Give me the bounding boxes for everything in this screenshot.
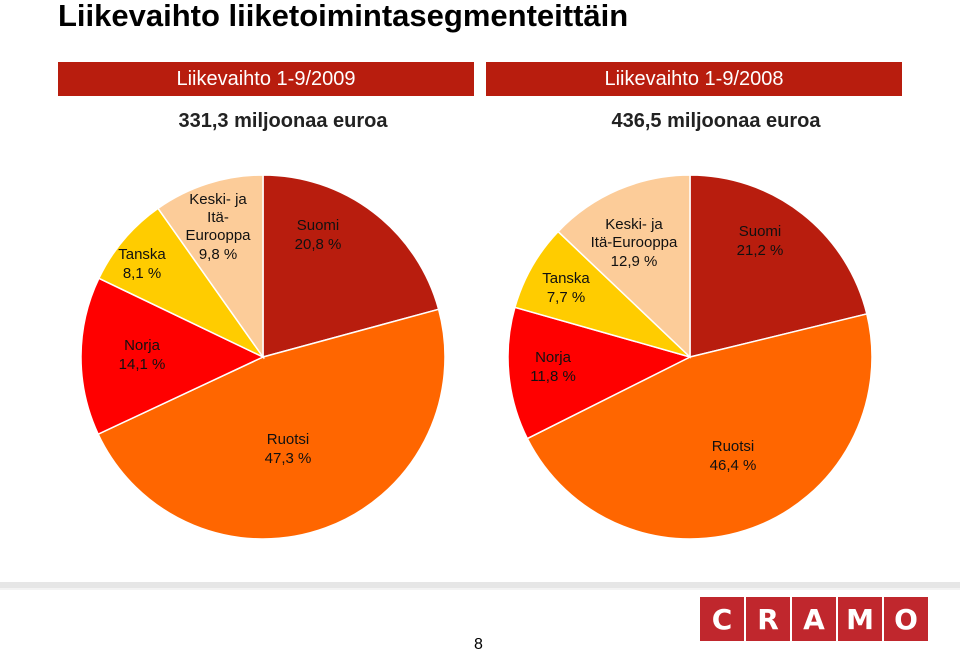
page-number: 8 [474,636,483,653]
pie-slice-suomi [689,174,868,358]
slice-label: Ruotsi 46,4 % [710,438,757,474]
slice-label: Suomi 21,2 % [737,223,784,259]
pie-slice-norja [80,277,265,436]
pie-chart-2008: Suomi 21,2 % Ruotsi 46,4 % Norja 11,8 % Tanska… [507,174,873,540]
logo-letter: R [746,597,790,641]
slice-label: Norja 14,1 % [119,337,166,373]
footer-divider [0,582,960,588]
slice-label: Tanska 8,1 % [118,246,166,282]
logo-letter: M [838,597,882,641]
pie-slice-ruotsi [97,308,446,540]
pie-slice-keski-ja-itä-eurooppa [156,174,264,360]
slice-label: Tanska 7,7 % [542,270,590,306]
logo-letter: C [700,597,744,641]
slice-label: Keski- ja Itä-Eurooppa 9,8 % [185,191,251,263]
logo-letter: O [884,597,928,641]
chart-subtitle-2008: 436,5 miljoonaa euroa [611,110,821,132]
pie-slice-tanska [97,207,266,359]
chart-title-2009: Liikevaihto 1-9/2009 [58,62,474,96]
pie-slice-norja [507,306,693,440]
cramo-logo: C R A M O [700,597,928,641]
footer-divider-shadow [0,588,960,590]
chart-title-2008: Liikevaihto 1-9/2008 [486,62,902,96]
logo-letter: A [792,597,836,641]
slice-label: Suomi 20,8 % [295,217,342,253]
pie-slice-suomi [262,174,440,358]
pie-chart-2009: Suomi 20,8 % Ruotsi 47,3 % Norja 14,1 % Tanska… [80,174,446,540]
slice-label: Ruotsi 47,3 % [265,431,312,467]
page-title: Liikevaihto liiketoimintasegmenteittäin [58,0,629,33]
slice-label: Norja 11,8 % [530,349,576,385]
slice-label: Keski- ja Itä-Eurooppa 12,9 % [591,216,678,270]
chart-subtitle-2009: 331,3 miljoonaa euroa [178,110,388,132]
pie-slice-keski-ja-itä-eurooppa [557,174,691,359]
pie-slice-ruotsi [526,313,873,540]
